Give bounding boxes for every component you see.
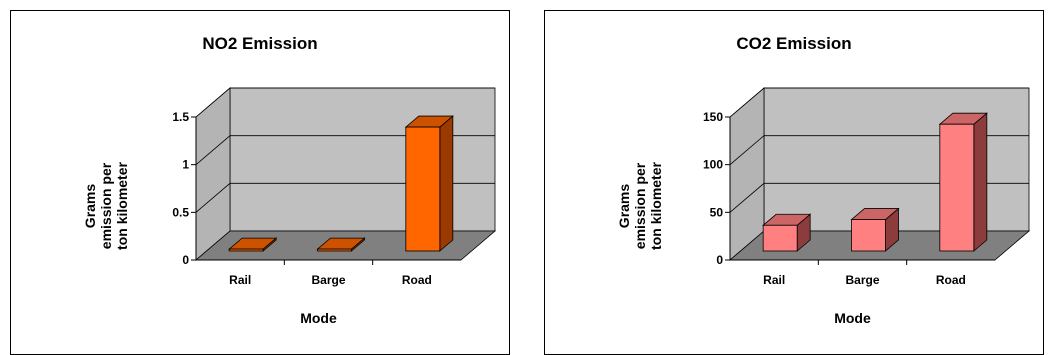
bar-road bbox=[404, 115, 454, 252]
chart-title: NO2 Emission bbox=[202, 34, 317, 53]
x-tick-label: Road bbox=[936, 273, 966, 287]
y-axis-label: Grams bbox=[616, 184, 632, 229]
gridline bbox=[729, 87, 1029, 118]
co2-chart-svg: CO2 Emission 0 50 100 150 Rail Barge Road Mode Gr… bbox=[616, 34, 1031, 326]
x-tick-label: Rail bbox=[229, 273, 251, 287]
y-axis-label: emission per bbox=[632, 162, 648, 249]
bar-front bbox=[851, 219, 886, 252]
y-tick-label: 150 bbox=[703, 110, 723, 124]
chart-title: CO2 Emission bbox=[736, 34, 851, 53]
bar-barge bbox=[850, 207, 900, 252]
y-tick-label: 0 bbox=[716, 253, 723, 267]
back-wall bbox=[229, 87, 496, 232]
bar-rail bbox=[762, 213, 812, 252]
y-axis-label: Grams bbox=[82, 184, 98, 229]
bar-rail bbox=[228, 237, 278, 252]
y-axis-label: ton kilometer bbox=[114, 161, 130, 249]
y-axis-label: emission per bbox=[98, 162, 114, 249]
bar-side bbox=[973, 112, 988, 252]
y-tick-label: 0 bbox=[182, 253, 189, 267]
x-tick-label: Barge bbox=[311, 273, 345, 287]
bar-front bbox=[317, 248, 352, 252]
no2-chart-svg: NO2 Emission 0 0.5 1 1.5 Rail Barge Road Mode Gra… bbox=[82, 34, 497, 326]
x-tick-label: Road bbox=[402, 273, 432, 287]
bar-front bbox=[939, 123, 975, 252]
no2-chart-panel: NO2 Emission 0 0.5 1 1.5 Rail Barge Road Mode Gra… bbox=[10, 10, 510, 355]
y-tick-label: 1.5 bbox=[172, 110, 189, 124]
y-tick-label: 0.5 bbox=[172, 205, 189, 219]
bar-front bbox=[762, 224, 798, 252]
x-axis-label: Mode bbox=[834, 310, 871, 326]
bar-road bbox=[938, 112, 988, 252]
side-wall bbox=[729, 87, 765, 261]
y-tick-label: 50 bbox=[710, 205, 724, 219]
y-axis-label: ton kilometer bbox=[648, 161, 664, 249]
bar-front bbox=[228, 248, 264, 252]
y-tick-label: 100 bbox=[703, 158, 723, 172]
side-wall bbox=[195, 87, 231, 261]
co2-chart-panel: CO2 Emission 0 50 100 150 Rail Barge Road Mode Gr… bbox=[544, 10, 1044, 355]
x-tick-label: Rail bbox=[763, 273, 785, 287]
bar-side bbox=[439, 115, 454, 252]
bar-barge bbox=[316, 237, 366, 252]
gridline bbox=[195, 87, 495, 118]
x-axis-label: Mode bbox=[300, 310, 337, 326]
bar-front bbox=[405, 126, 441, 252]
y-tick-label: 1 bbox=[182, 158, 189, 172]
x-tick-label: Barge bbox=[845, 273, 879, 287]
